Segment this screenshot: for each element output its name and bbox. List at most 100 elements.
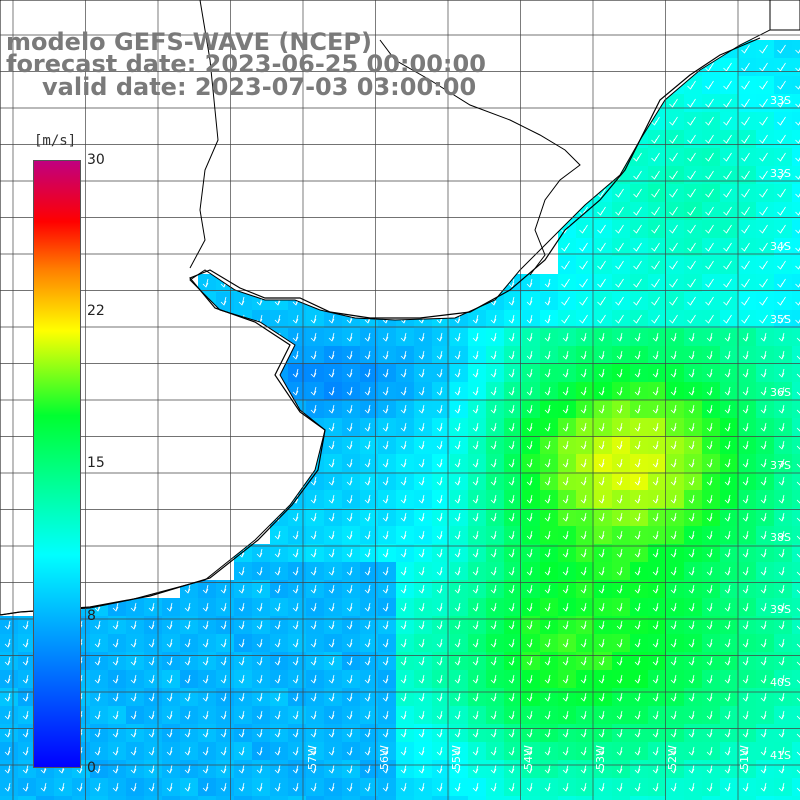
wind-arrow — [400, 602, 407, 612]
wind-arrow — [94, 674, 101, 684]
wind-speed-cell — [792, 724, 800, 743]
wind-arrow — [760, 458, 767, 468]
wind-arrow — [562, 548, 569, 558]
wind-arrow — [759, 152, 768, 162]
wind-arrow — [562, 602, 569, 612]
wind-arrow — [652, 710, 659, 720]
lat-label: 33S — [770, 167, 791, 180]
wind-arrow — [508, 476, 515, 486]
wind-arrow — [688, 458, 695, 468]
wind-arrow — [742, 512, 749, 522]
wind-arrow — [274, 728, 281, 738]
wind-arrow — [328, 530, 335, 540]
wind-arrow — [634, 512, 641, 522]
wind-arrow — [202, 692, 209, 702]
wind-arrow — [706, 458, 713, 468]
wind-arrow — [508, 458, 515, 468]
wind-arrow — [382, 476, 389, 486]
wind-arrow — [382, 764, 389, 774]
lon-label: 57W — [306, 745, 319, 770]
wind-arrow — [490, 332, 497, 342]
wind-arrow — [652, 656, 659, 666]
wind-speed-cell — [54, 796, 73, 800]
land-uruguay-coast — [769, 0, 800, 31]
wind-arrow — [418, 368, 425, 378]
wind-arrow — [633, 278, 642, 288]
wind-arrow — [346, 584, 353, 594]
wind-arrow — [633, 314, 642, 324]
wind-arrow — [364, 530, 371, 540]
wind-arrow — [561, 260, 570, 270]
wind-arrow — [760, 476, 767, 486]
wind-arrow — [328, 728, 335, 738]
colorbar-unit: [m/s] — [34, 133, 77, 149]
wind-arrow — [472, 386, 479, 396]
wind-arrow — [202, 602, 209, 612]
wind-arrow — [778, 332, 785, 342]
wind-arrow — [598, 710, 605, 720]
wind-arrow — [706, 692, 713, 702]
land-mass — [0, 0, 771, 616]
wind-arrow — [112, 602, 119, 612]
wind-arrow — [741, 260, 750, 270]
wind-arrow — [238, 638, 245, 648]
wind-arrow — [220, 620, 227, 630]
wind-arrow — [724, 512, 731, 522]
wind-arrow — [238, 710, 245, 720]
wind-arrow — [238, 764, 245, 774]
wind-arrow — [436, 566, 443, 576]
wind-arrow — [688, 620, 695, 630]
wind-arrow — [436, 476, 443, 486]
wind-arrow — [777, 62, 786, 72]
wind-arrow — [562, 476, 569, 486]
wind-arrow — [544, 746, 551, 756]
wind-arrow — [778, 422, 785, 432]
wind-arrow — [400, 764, 407, 774]
wind-arrow — [328, 422, 335, 432]
wind-arrow — [256, 710, 263, 720]
wind-arrow — [346, 512, 353, 522]
wind-arrow — [562, 782, 569, 792]
wind-arrow — [741, 278, 750, 288]
wind-arrow — [724, 440, 731, 450]
wind-arrow — [616, 764, 623, 774]
wind-arrow — [741, 152, 750, 162]
wind-arrow — [292, 314, 299, 324]
wind-arrow — [508, 386, 515, 396]
wind-arrow — [166, 602, 173, 612]
wind-arrow — [364, 746, 371, 756]
wind-arrow — [166, 638, 173, 648]
wind-arrow — [778, 728, 785, 738]
wind-arrow — [436, 782, 443, 792]
wind-arrow — [796, 535, 800, 540]
wind-arrow — [508, 620, 515, 630]
wind-arrow — [508, 728, 515, 738]
wind-arrow — [688, 782, 695, 792]
wind-arrow — [472, 512, 479, 522]
wind-arrow — [310, 782, 317, 792]
wind-arrow — [526, 458, 533, 468]
wind-arrow — [706, 422, 713, 432]
wind-arrow — [472, 476, 479, 486]
wind-arrow — [184, 620, 191, 630]
wind-arrow — [454, 764, 461, 774]
wind-arrow — [526, 620, 533, 630]
lat-label: 40S — [770, 676, 791, 689]
wind-arrow — [777, 80, 786, 90]
wind-arrow — [346, 566, 353, 576]
wind-arrow — [688, 566, 695, 576]
wind-arrow — [634, 476, 641, 486]
wind-arrow — [4, 746, 11, 756]
wind-arrow — [238, 692, 245, 702]
wind-arrow — [220, 764, 227, 774]
wind-arrow — [687, 152, 696, 162]
wind-arrow — [364, 332, 371, 342]
wind-arrow — [418, 530, 425, 540]
wind-speed-cell — [630, 796, 649, 800]
wind-arrow — [148, 602, 155, 612]
wind-arrow — [202, 746, 209, 756]
wind-arrow — [706, 602, 713, 612]
wind-arrow — [436, 350, 443, 360]
wind-arrow — [238, 566, 245, 576]
